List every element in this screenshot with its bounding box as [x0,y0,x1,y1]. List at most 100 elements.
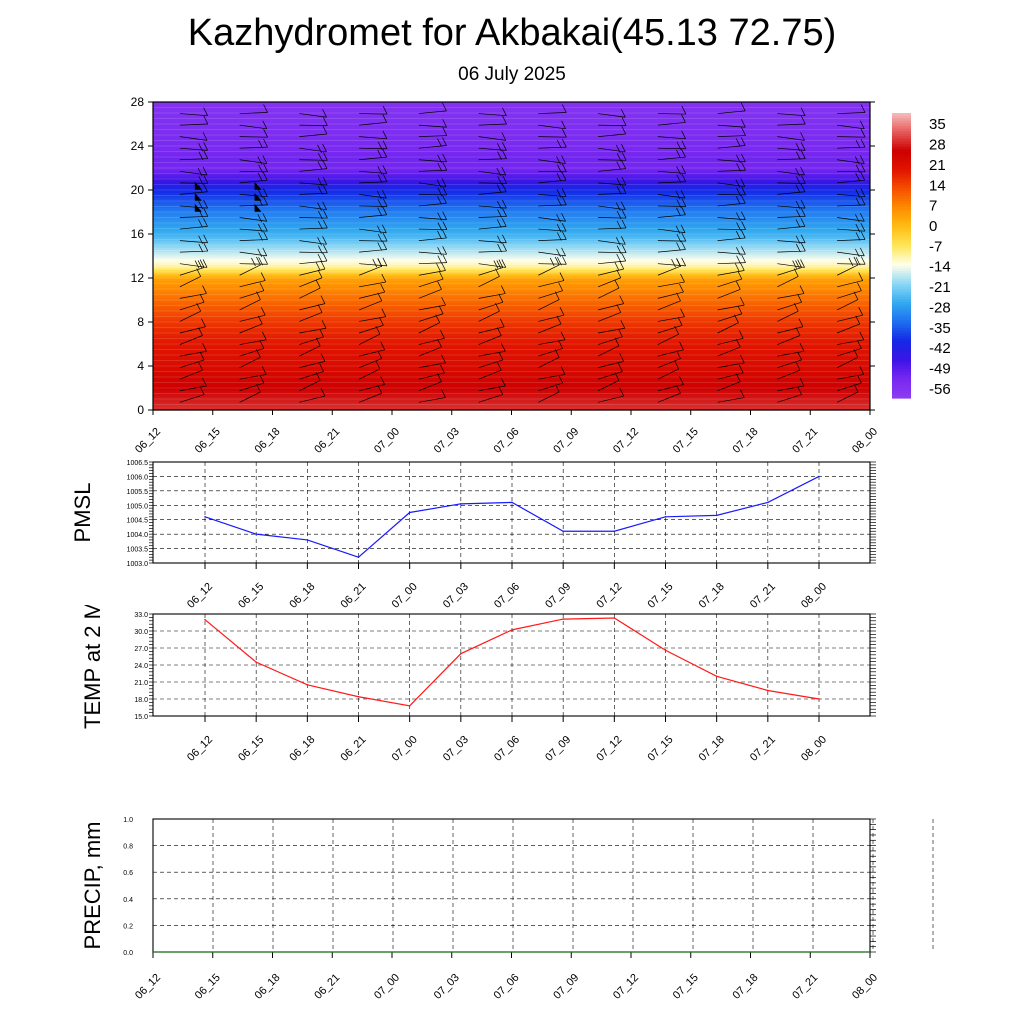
wind-barb [418,153,447,164]
wind-barb-feather [202,166,208,176]
colorbar-segment [892,299,911,303]
wind-barb-feather [671,259,676,268]
colorbar-segment [892,224,911,228]
wind-barb-shaft [418,251,447,255]
wind-barb-shaft [538,290,563,299]
wind-barb-shaft [478,205,507,209]
wind-barb [777,208,806,218]
wind-barb-feather [557,164,562,173]
wind-barb-feather [860,196,866,206]
wind-barb-feather [377,141,383,150]
wind-barb [598,363,623,380]
wind-barb-feather [497,200,502,210]
wind-barb-shaft [299,312,323,322]
wind-barb [837,272,864,288]
wind-barb-feather [860,129,866,138]
wind-barb [359,241,388,253]
wind-barb [538,374,563,392]
colorbar-segment [892,159,911,163]
wind-barb-shaft [418,159,447,163]
wind-barb-feather [800,107,806,116]
y-tick-label: 0.0 [123,950,133,957]
wind-barb-shaft [179,394,205,403]
wind-barb-feather [621,209,627,219]
wind-barb-feather [681,140,687,149]
wind-barb-feather [202,259,208,268]
wind-barb-feather [379,317,384,326]
wind-barb [239,223,268,233]
wind-barb-shaft [598,124,627,126]
wind-barb-feather [795,260,800,269]
wind-barb-shaft [358,368,381,380]
wind-barb-feather [502,142,507,151]
wind-barb [179,259,208,269]
wind-barb-feather [251,257,256,267]
wind-barb [598,244,627,254]
wind-barb-feather [556,189,562,198]
wind-barb-feather [618,328,623,338]
wind-barb-shaft [777,385,805,392]
wind-barb [179,132,208,141]
wind-barb-feather [437,281,442,290]
wind-barb [657,283,684,299]
temperature-band [153,192,870,195]
temperature-band [153,286,870,290]
wind-barb-feather [616,177,622,187]
wind-barb-feather [621,244,627,253]
wind-barb-feather [257,156,263,165]
wind-barb-feather [799,377,805,387]
wind-barb [418,221,448,231]
temperature-band [153,264,870,268]
wind-barb [359,105,388,115]
wind-barb-feather [198,200,203,210]
wind-barb-shaft [418,169,447,172]
temperature-band [153,260,870,264]
x-tick-label: 07_15 [646,734,676,764]
wind-barb [418,330,445,345]
wind-barb-shaft [538,136,567,138]
wind-barb-shaft [538,280,565,288]
temperature-band [153,284,870,288]
wind-barb-shaft [299,227,328,230]
wind-barb-feather [860,256,866,265]
wind-barb-feather [615,202,621,211]
wind-barb-feather [320,353,326,362]
wind-barb-feather [558,374,563,384]
temperature-band [153,383,870,387]
wind-barb-feather [262,120,268,129]
wind-barb-feather [317,304,323,313]
wind-barb-feather [860,163,866,172]
temperature-band [153,117,870,121]
wind-barb-shaft [239,314,266,322]
colorbar-label: 0 [929,218,937,235]
temperature-band [153,333,870,336]
wind-barb-feather [322,252,328,262]
chart-date: 06 July 2025 [458,64,566,85]
wind-barb-shaft [657,358,681,368]
wind-barb-shaft [717,322,739,334]
wind-barb-shaft [239,357,261,368]
wind-barb-shaft [239,170,268,173]
wind-barb [837,331,865,345]
wind-barb-shaft [179,226,208,230]
colorbar-segment [892,157,911,161]
wind-barb-feather [735,338,741,348]
colorbar-segment [892,309,911,314]
colorbar-label: -28 [929,299,951,316]
wind-barb-shaft [299,380,321,392]
wind-barb-feather [618,363,623,372]
wind-barb-shaft [179,326,206,334]
wind-barb [777,294,802,311]
temperature-band [153,374,870,378]
temperature-band [153,300,870,303]
wind-barb [418,296,446,311]
wind-barb [358,360,381,380]
wind-barb-shaft [359,170,387,174]
x-tick-label: 07_00 [390,734,420,764]
wind-barb-shaft [717,145,746,149]
wind-barb-shaft [837,124,865,130]
wind-barb [418,162,448,172]
wind-barb-shaft [777,182,806,184]
wind-barb-feather [318,210,323,220]
